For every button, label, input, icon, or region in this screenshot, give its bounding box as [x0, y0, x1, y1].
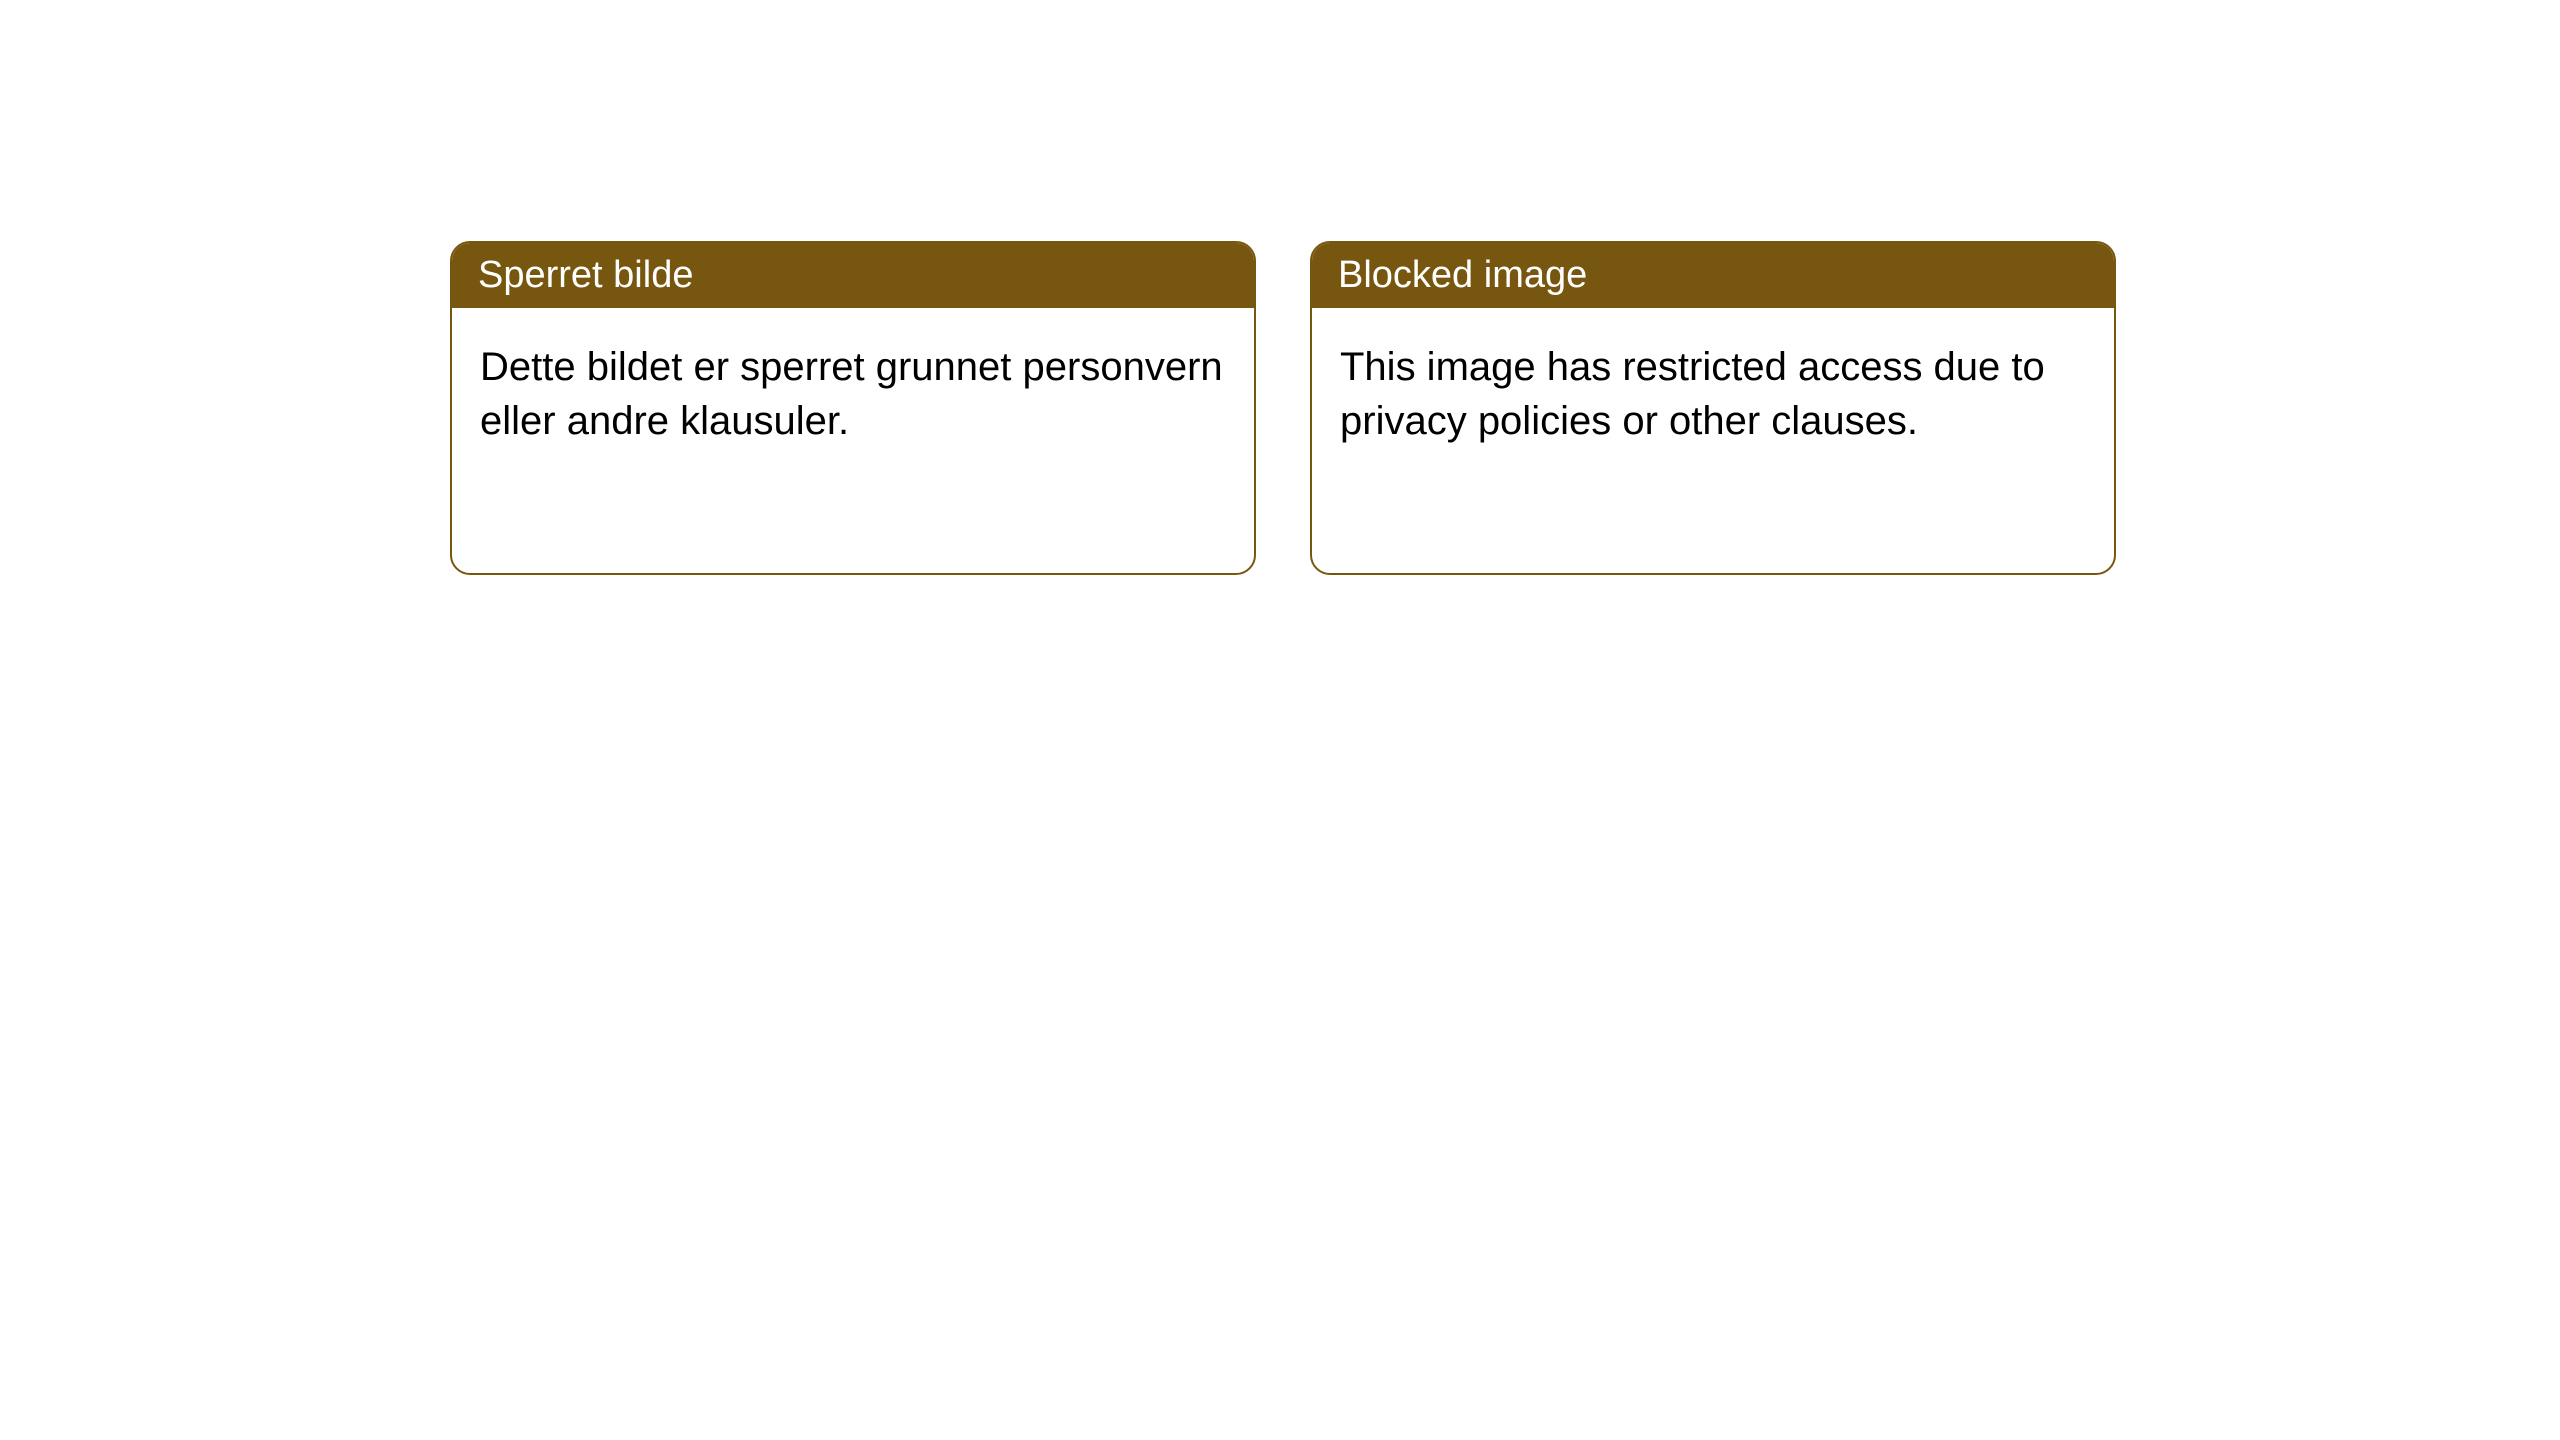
card-body-text-en: This image has restricted access due to … [1340, 345, 2045, 443]
card-body-en: This image has restricted access due to … [1312, 308, 2114, 448]
blocked-image-card-no: Sperret bilde Dette bildet er sperret gr… [450, 241, 1256, 575]
card-body-no: Dette bildet er sperret grunnet personve… [452, 308, 1254, 448]
blocked-image-card-en: Blocked image This image has restricted … [1310, 241, 2116, 575]
card-header-en: Blocked image [1312, 243, 2114, 308]
card-title-en: Blocked image [1338, 254, 1587, 296]
card-header-no: Sperret bilde [452, 243, 1254, 308]
page-stage: Sperret bilde Dette bildet er sperret gr… [0, 0, 2560, 1440]
card-body-text-no: Dette bildet er sperret grunnet personve… [480, 345, 1223, 443]
card-title-no: Sperret bilde [478, 254, 693, 296]
